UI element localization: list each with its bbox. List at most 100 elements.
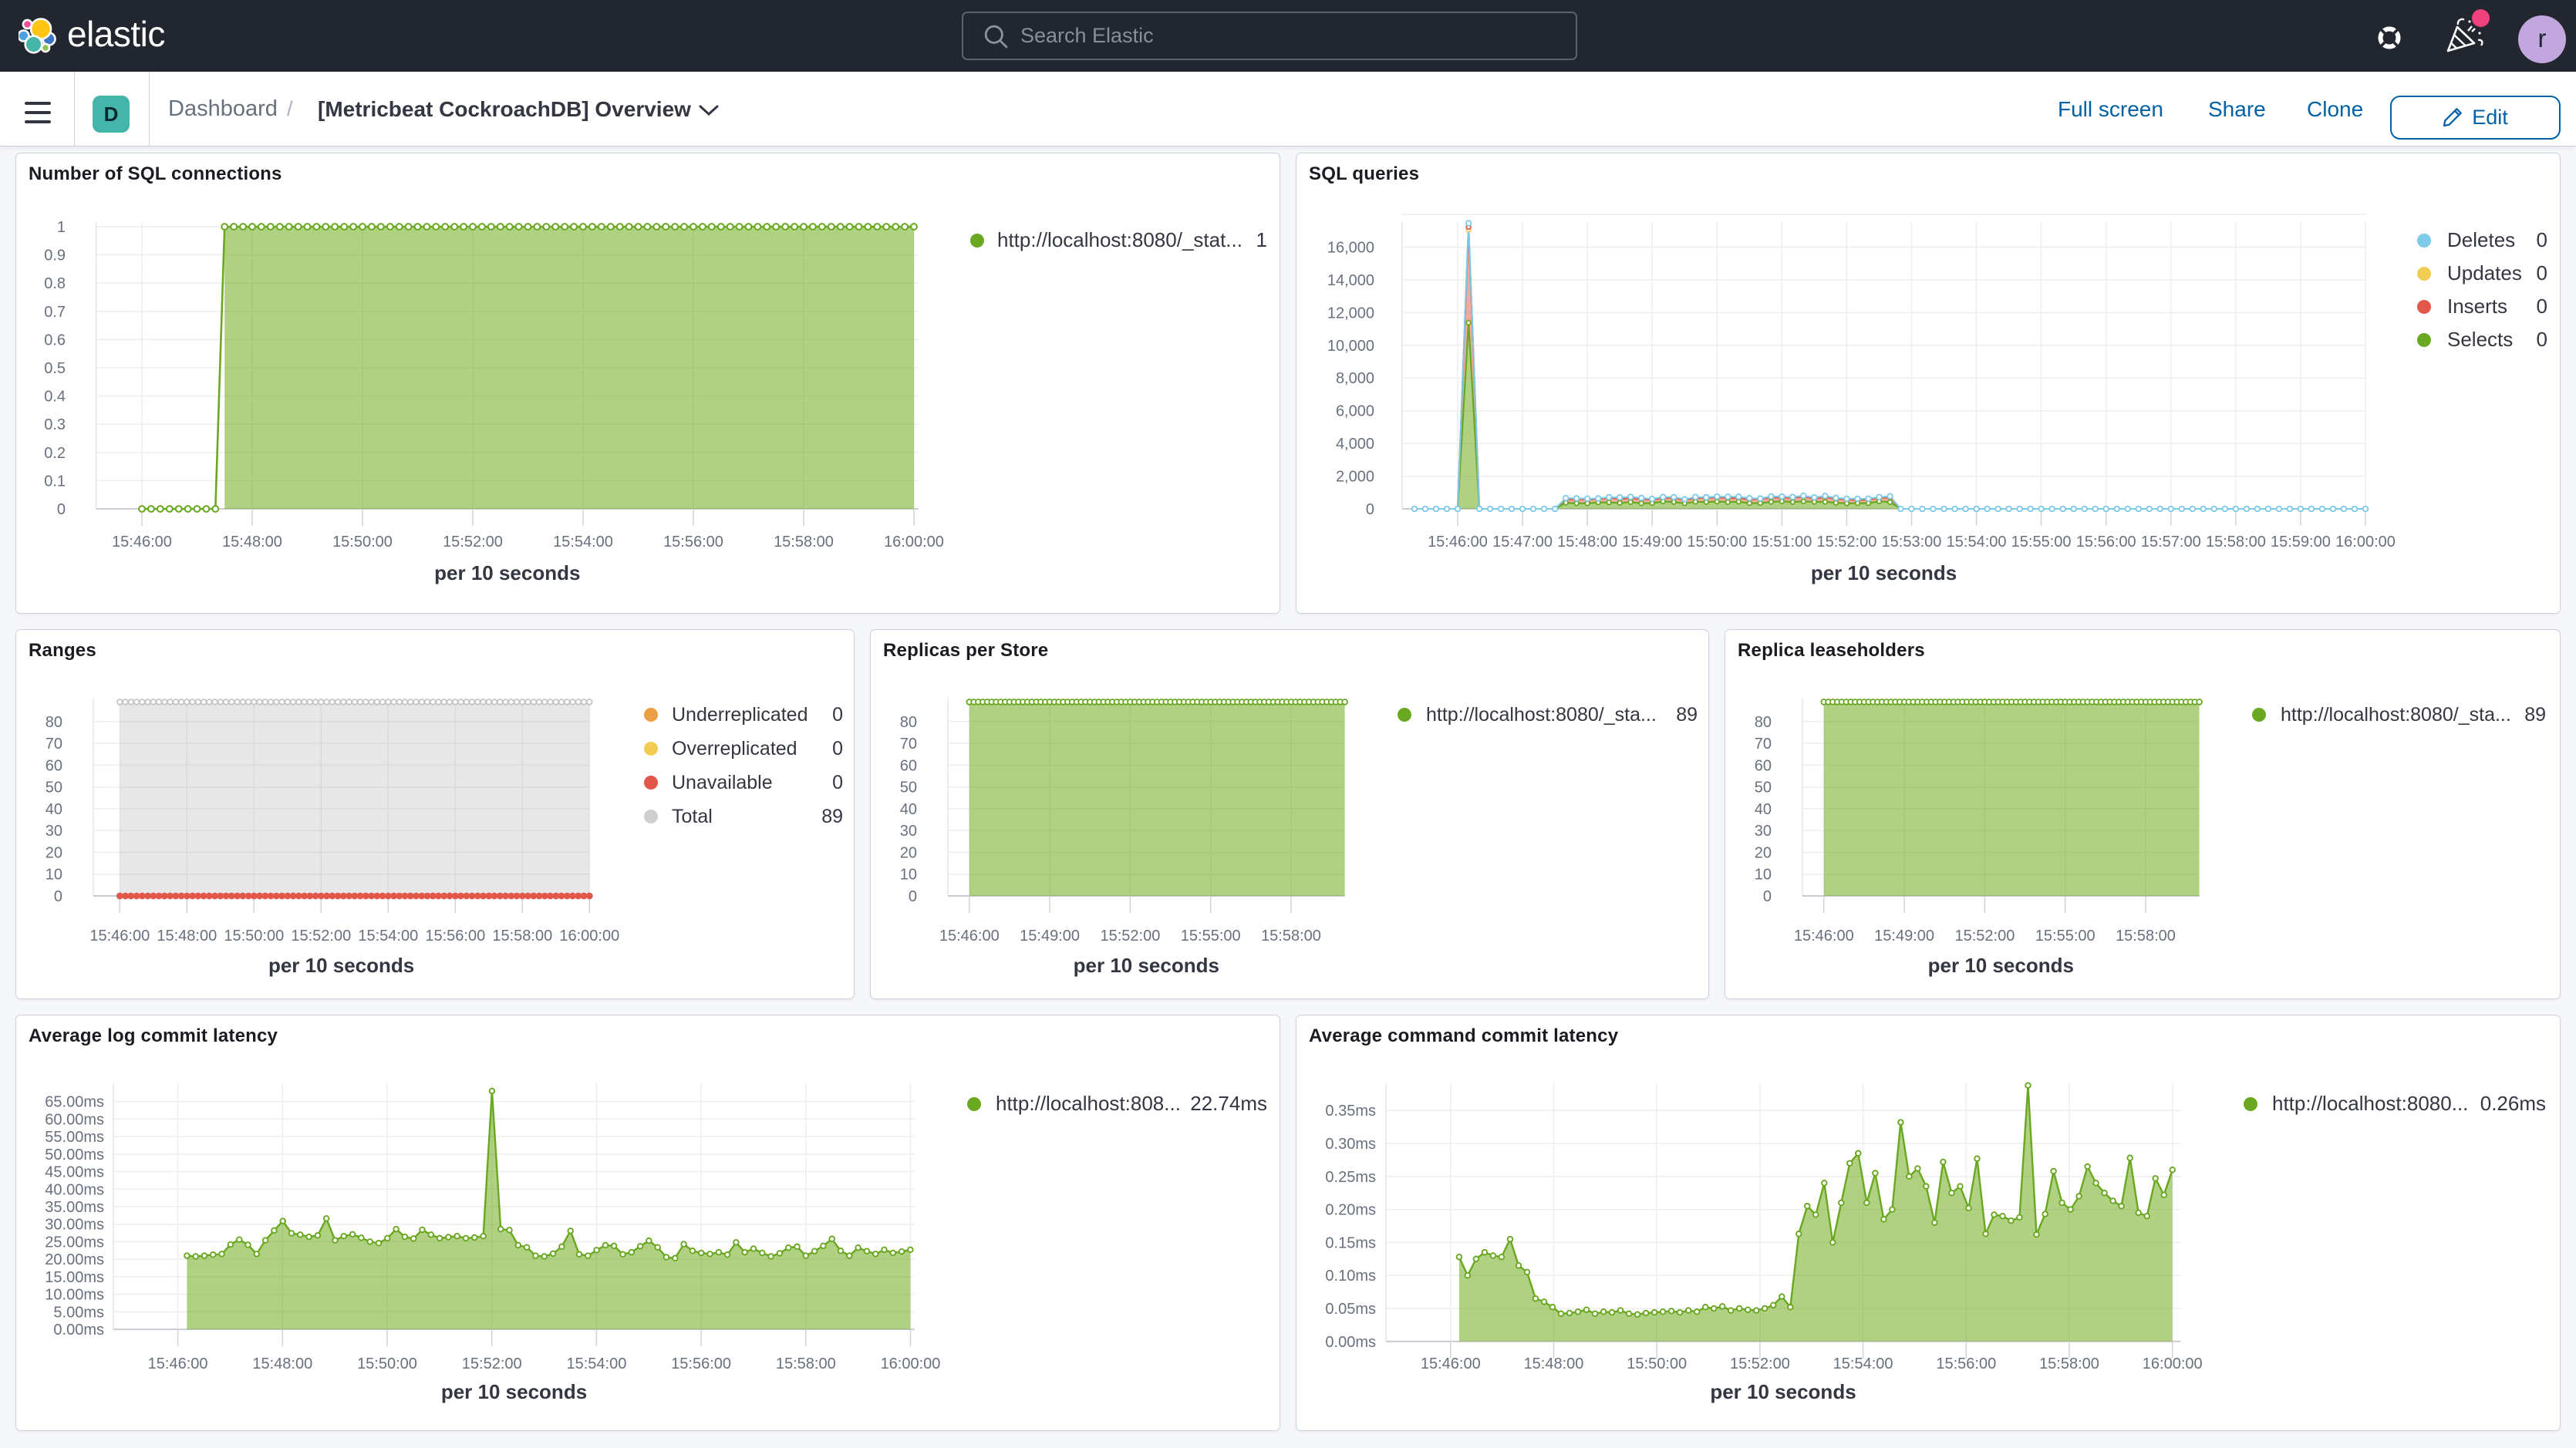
svg-text:0: 0 bbox=[54, 888, 62, 905]
svg-text:55.00ms: 55.00ms bbox=[45, 1129, 104, 1146]
svg-text:Unavailable: Unavailable bbox=[672, 772, 773, 793]
svg-text:10: 10 bbox=[46, 867, 62, 884]
svg-text:per 10 seconds: per 10 seconds bbox=[268, 954, 414, 977]
svg-text:15:59:00: 15:59:00 bbox=[2271, 534, 2331, 551]
svg-text:Total: Total bbox=[672, 806, 713, 827]
svg-text:20: 20 bbox=[1755, 845, 1772, 862]
svg-text:15:56:00: 15:56:00 bbox=[2076, 534, 2136, 551]
svg-text:15:52:00: 15:52:00 bbox=[1954, 928, 2015, 945]
svg-text:0: 0 bbox=[832, 738, 843, 759]
svg-text:15:52:00: 15:52:00 bbox=[443, 534, 503, 551]
svg-text:35.00ms: 35.00ms bbox=[45, 1199, 104, 1216]
svg-text:0: 0 bbox=[2537, 328, 2547, 351]
svg-text:30: 30 bbox=[900, 823, 917, 840]
svg-text:0.1: 0.1 bbox=[44, 473, 66, 490]
svg-text:0: 0 bbox=[1763, 888, 1772, 905]
svg-text:16:00:00: 16:00:00 bbox=[2335, 534, 2396, 551]
svg-text:50: 50 bbox=[1755, 780, 1772, 796]
svg-text:80: 80 bbox=[1755, 714, 1772, 731]
svg-text:20: 20 bbox=[46, 845, 62, 862]
svg-text:10,000: 10,000 bbox=[1327, 338, 1374, 355]
svg-text:per 10 seconds: per 10 seconds bbox=[1710, 1380, 1856, 1403]
svg-text:15:58:00: 15:58:00 bbox=[2116, 928, 2176, 945]
svg-text:0: 0 bbox=[2537, 295, 2547, 318]
svg-text:15:52:00: 15:52:00 bbox=[1100, 928, 1160, 945]
svg-text:0: 0 bbox=[2537, 261, 2547, 285]
svg-text:16:00:00: 16:00:00 bbox=[884, 534, 944, 551]
svg-text:65.00ms: 65.00ms bbox=[45, 1094, 104, 1111]
svg-text:80: 80 bbox=[46, 714, 62, 731]
svg-text:0.5: 0.5 bbox=[44, 360, 66, 377]
svg-text:0.3: 0.3 bbox=[44, 416, 66, 433]
svg-text:10: 10 bbox=[900, 867, 917, 884]
svg-text:10: 10 bbox=[1755, 867, 1772, 884]
svg-text:1: 1 bbox=[1256, 228, 1267, 251]
svg-text:15:50:00: 15:50:00 bbox=[1627, 1355, 1687, 1372]
svg-text:15:46:00: 15:46:00 bbox=[1428, 534, 1488, 551]
svg-text:15:58:00: 15:58:00 bbox=[2206, 534, 2266, 551]
svg-text:per 10 seconds: per 10 seconds bbox=[434, 561, 580, 584]
svg-text:70: 70 bbox=[46, 736, 62, 753]
svg-text:15:50:00: 15:50:00 bbox=[1687, 534, 1747, 551]
svg-text:12,000: 12,000 bbox=[1327, 305, 1374, 322]
svg-text:per 10 seconds: per 10 seconds bbox=[1074, 954, 1219, 977]
svg-text:0.00ms: 0.00ms bbox=[1325, 1334, 1376, 1351]
svg-text:16:00:00: 16:00:00 bbox=[2143, 1355, 2203, 1372]
svg-text:0.6: 0.6 bbox=[44, 332, 66, 349]
svg-text:15:51:00: 15:51:00 bbox=[1752, 534, 1812, 551]
svg-text:15:46:00: 15:46:00 bbox=[148, 1355, 208, 1372]
svg-text:15:58:00: 15:58:00 bbox=[2039, 1355, 2099, 1372]
svg-text:14,000: 14,000 bbox=[1327, 272, 1374, 289]
svg-text:15:54:00: 15:54:00 bbox=[1947, 534, 2007, 551]
svg-text:2,000: 2,000 bbox=[1336, 469, 1374, 486]
svg-text:16:00:00: 16:00:00 bbox=[881, 1355, 941, 1372]
svg-text:http://localhost:8080/_stat...: http://localhost:8080/_stat... bbox=[997, 228, 1242, 251]
svg-text:60: 60 bbox=[1755, 757, 1772, 774]
svg-text:Deletes: Deletes bbox=[2447, 228, 2515, 251]
svg-text:15:50:00: 15:50:00 bbox=[357, 1355, 417, 1372]
svg-text:40.00ms: 40.00ms bbox=[45, 1181, 104, 1198]
svg-text:15:56:00: 15:56:00 bbox=[663, 534, 723, 551]
svg-text:15:50:00: 15:50:00 bbox=[224, 928, 284, 945]
svg-text:15:54:00: 15:54:00 bbox=[553, 534, 613, 551]
svg-text:60: 60 bbox=[900, 757, 917, 774]
svg-text:15:50:00: 15:50:00 bbox=[332, 534, 393, 551]
svg-text:15:52:00: 15:52:00 bbox=[462, 1355, 522, 1372]
svg-text:15:56:00: 15:56:00 bbox=[425, 928, 485, 945]
svg-text:15:54:00: 15:54:00 bbox=[358, 928, 418, 945]
svg-text:45.00ms: 45.00ms bbox=[45, 1164, 104, 1181]
svg-text:10.00ms: 10.00ms bbox=[45, 1287, 104, 1304]
svg-text:89: 89 bbox=[821, 806, 843, 827]
svg-text:0.2: 0.2 bbox=[44, 445, 66, 462]
svg-text:15:54:00: 15:54:00 bbox=[566, 1355, 626, 1372]
svg-text:0.4: 0.4 bbox=[44, 389, 66, 406]
svg-text:15:46:00: 15:46:00 bbox=[1421, 1355, 1481, 1372]
svg-text:15:53:00: 15:53:00 bbox=[1882, 534, 1942, 551]
svg-text:15:49:00: 15:49:00 bbox=[1020, 928, 1080, 945]
svg-text:15:47:00: 15:47:00 bbox=[1492, 534, 1553, 551]
svg-text:0.8: 0.8 bbox=[44, 275, 66, 292]
svg-text:89: 89 bbox=[1676, 704, 1698, 726]
svg-text:http://localhost:8080/_sta...: http://localhost:8080/_sta... bbox=[2281, 704, 2511, 726]
svg-text:15:52:00: 15:52:00 bbox=[1730, 1355, 1790, 1372]
svg-text:89: 89 bbox=[2524, 704, 2546, 726]
svg-text:15:48:00: 15:48:00 bbox=[222, 534, 282, 551]
svg-text:0.30ms: 0.30ms bbox=[1325, 1136, 1376, 1153]
svg-text:6,000: 6,000 bbox=[1336, 403, 1374, 420]
svg-text:80: 80 bbox=[900, 714, 917, 731]
svg-text:4,000: 4,000 bbox=[1336, 436, 1374, 453]
svg-text:40: 40 bbox=[46, 801, 62, 818]
svg-text:15:52:00: 15:52:00 bbox=[291, 928, 351, 945]
svg-text:Selects: Selects bbox=[2447, 328, 2513, 351]
svg-text:15:49:00: 15:49:00 bbox=[1874, 928, 1934, 945]
svg-text:40: 40 bbox=[1755, 801, 1772, 818]
svg-text:15:56:00: 15:56:00 bbox=[1936, 1355, 1996, 1372]
svg-text:15:58:00: 15:58:00 bbox=[774, 534, 834, 551]
svg-text:25.00ms: 25.00ms bbox=[45, 1234, 104, 1251]
svg-text:0.25ms: 0.25ms bbox=[1325, 1169, 1376, 1186]
svg-text:15:57:00: 15:57:00 bbox=[2141, 534, 2201, 551]
svg-text:50.00ms: 50.00ms bbox=[45, 1147, 104, 1163]
svg-text:15:48:00: 15:48:00 bbox=[252, 1355, 312, 1372]
svg-text:1: 1 bbox=[57, 219, 66, 236]
svg-text:60.00ms: 60.00ms bbox=[45, 1111, 104, 1128]
